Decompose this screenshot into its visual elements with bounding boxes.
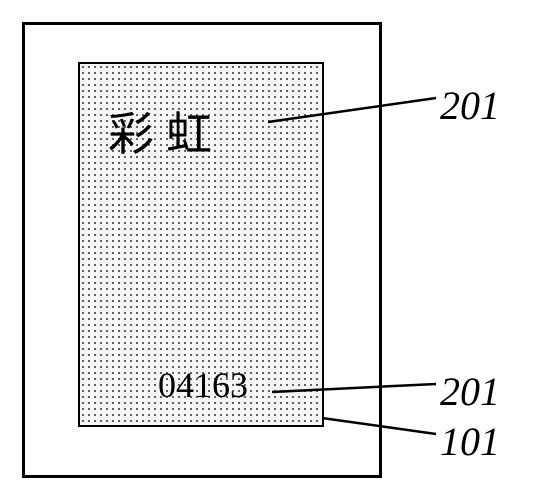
title-text: 彩虹 — [108, 98, 224, 164]
callout-label-2: 201 — [440, 368, 500, 415]
inner-box: 彩虹 04163 — [78, 62, 324, 427]
code-text: 04163 — [158, 364, 248, 406]
callout-label-3: 101 — [440, 418, 500, 465]
callout-label-1: 201 — [440, 82, 500, 129]
